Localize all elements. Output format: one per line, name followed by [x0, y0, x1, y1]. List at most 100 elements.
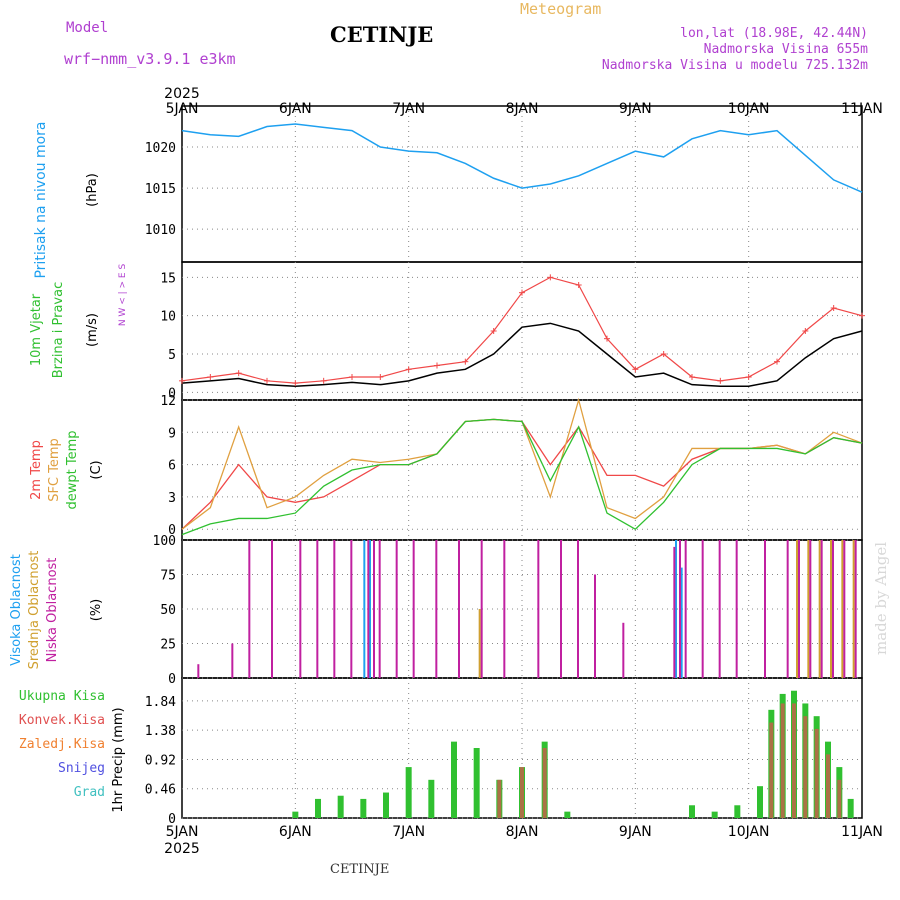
y-tick-label: 12 [160, 394, 176, 409]
cloud-bar-2 [679, 540, 681, 678]
cloud-legend-2: Niska Oblacnost [45, 558, 60, 663]
station-title: CETINJE [330, 22, 434, 47]
x-label-bottom: 8JAN [506, 824, 539, 840]
pressure-title: Pritisak na nivou mora [33, 121, 49, 278]
coordinates: lon,lat (18.98E, 42.44N) [680, 26, 868, 41]
cloud-bar-1 [818, 540, 821, 678]
y-tick-label: 15 [160, 271, 176, 286]
precip-legend-0: Ukupna Kisa [19, 689, 105, 704]
precip-bar-0 [360, 798, 367, 818]
precip-bar-0 [711, 811, 718, 818]
cloud-bar-2 [316, 540, 319, 678]
x-label-bottom: 9JAN [619, 824, 652, 840]
cloud-bar-2 [673, 546, 676, 678]
temp-legend-0: 2m Temp [29, 440, 44, 500]
x-label-top: 5JAN [166, 101, 199, 117]
cloud-bar-1 [841, 540, 844, 678]
precip-bar-0 [428, 779, 435, 818]
wind-speed-line [181, 322, 863, 387]
wind-title-2: Brzina i Pravac [51, 282, 66, 379]
y-tick-label: 0 [168, 812, 176, 827]
cloud-bar-2 [503, 540, 506, 678]
precip-bar-1 [520, 767, 524, 818]
precip-bar-1 [814, 728, 819, 818]
cloud-bar-0 [680, 567, 683, 678]
precip-bar-1 [769, 722, 774, 818]
cloud-bar-2 [622, 622, 625, 678]
y-tick-label: 1010 [145, 223, 176, 238]
precip-bar-1 [542, 748, 547, 818]
y-tick-label: 75 [160, 569, 176, 584]
year-bottom: 2025 [164, 841, 200, 857]
precip-bar-0 [451, 741, 457, 818]
y-tick-label: 6 [168, 459, 176, 474]
y-tick-label: 25 [160, 638, 176, 653]
y-tick-label: 0 [168, 386, 176, 401]
precip-bar-1 [837, 779, 842, 818]
cloud-bar-2 [333, 540, 336, 678]
wind-compass: N W < | > E S [118, 264, 128, 327]
cloud-bar-2 [735, 540, 738, 678]
precip-legend-4: Grad [74, 785, 105, 800]
y-tick-label: 5 [168, 348, 176, 363]
cloud-bar-2 [820, 540, 823, 678]
precip-legend-1: Konvek.Kisa [19, 713, 105, 728]
precip-bar-0 [757, 786, 763, 818]
cloud-bar-1 [807, 540, 810, 678]
cloud-bar-2 [764, 540, 766, 678]
temp-unit: (C) [89, 460, 104, 479]
cloud-bar-2 [577, 540, 579, 678]
cloud-bar-2 [197, 664, 200, 678]
cloud-bar-1 [478, 609, 481, 678]
y-tick-label: 0.92 [145, 753, 176, 768]
cloud-bar-2 [458, 540, 460, 678]
dewpt-temp-line [181, 418, 863, 536]
cloud-bar-2 [701, 540, 704, 678]
precip-bar-0 [734, 805, 741, 818]
y-tick-label: 0 [168, 523, 176, 538]
cloud-bar-2 [684, 540, 687, 678]
x-label-bottom: 6JAN [279, 824, 312, 840]
cloud-bar-2 [718, 540, 721, 678]
wind-title-1: 10m Vjetar [29, 293, 44, 366]
y-tick-label: 9 [168, 426, 176, 441]
x-label-top: 7JAN [392, 101, 425, 117]
cloud-bar-2 [412, 540, 415, 678]
precip-bar-0 [337, 795, 344, 818]
cloud-bar-1 [852, 540, 855, 678]
cloud-bar-2 [378, 540, 381, 678]
panel-frame-0 [181, 105, 863, 263]
cloud-bar-2 [271, 540, 273, 678]
x-label-top: 6JAN [279, 101, 312, 117]
cloud-bar-2 [809, 540, 812, 678]
temp-legend-2: dewpt Temp [65, 430, 80, 509]
x-label-top: 9JAN [619, 101, 652, 117]
y-tick-label: 1020 [145, 141, 176, 156]
x-label-top: 11JAN [841, 101, 883, 117]
cloud-bar-2 [367, 540, 370, 678]
model-name: wrf−nmm_v3.9.1 e3km [64, 50, 236, 68]
wind-unit: (m/s) [85, 313, 100, 347]
model-label: Model [66, 20, 109, 36]
credit-watermark: made by Angel [872, 541, 890, 655]
y-tick-label: 3 [168, 491, 176, 506]
year-top: 2025 [164, 86, 200, 102]
y-tick-label: 0.46 [145, 783, 176, 798]
cloud-legend-1: Srednja Oblacnost [27, 551, 42, 670]
precip-bar-1 [803, 716, 808, 818]
y-tick-label: 1015 [145, 182, 176, 197]
cloud-bar-2 [231, 643, 234, 678]
precip-bar-0 [847, 798, 854, 818]
y-tick-label: 100 [153, 534, 176, 549]
cloud-bar-2 [786, 540, 789, 678]
y-tick-label: 1.84 [145, 695, 176, 710]
precip-legend-2: Zaledj.Kisa [19, 737, 105, 752]
x-label-bottom: 10JAN [728, 824, 770, 840]
cloud-bar-2 [248, 540, 251, 678]
cloud-bar-2 [435, 540, 438, 678]
precip-bar-0 [292, 811, 299, 818]
x-label-bottom: 5JAN [166, 824, 199, 840]
precip-unit: 1hr Precip (mm) [111, 707, 126, 812]
cloud-bar-1 [796, 540, 798, 678]
